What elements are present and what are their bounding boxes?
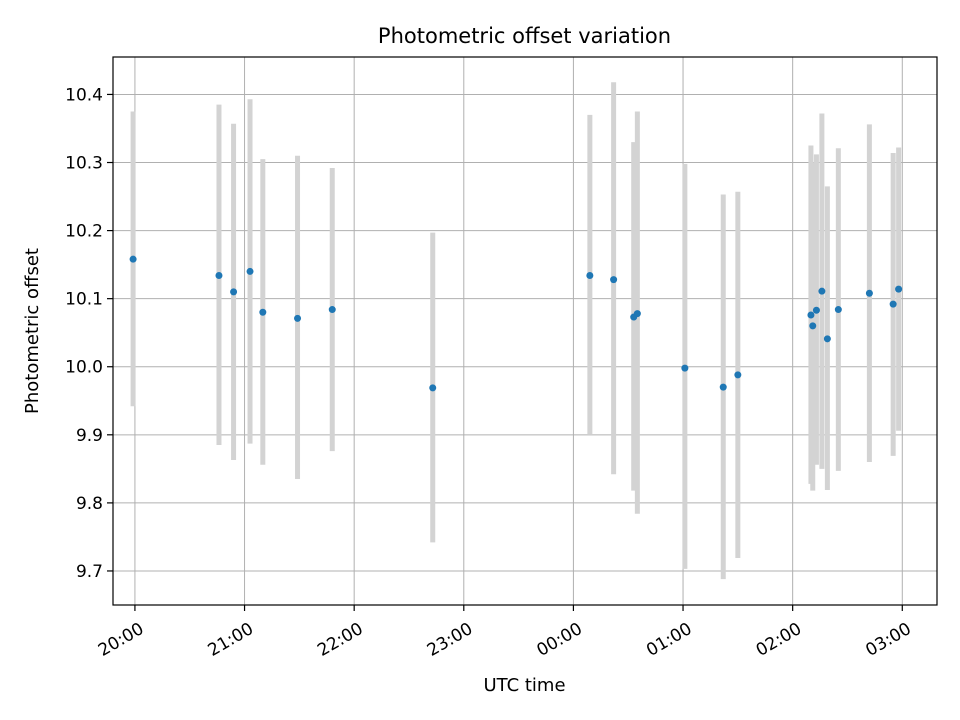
data-point <box>230 288 238 296</box>
data-point <box>865 289 873 297</box>
x-tick-label: 03:00 <box>862 619 914 661</box>
x-tick-label: 02:00 <box>753 619 805 661</box>
y-tick-label: 9.9 <box>76 426 103 446</box>
data-point <box>294 314 302 322</box>
y-tick-label: 10.0 <box>65 358 103 378</box>
data-point <box>681 364 689 372</box>
y-axis-ticks: 9.7 9.8 9.9 10.0 10.1 10.2 10.3 10.4 <box>65 85 113 582</box>
y-tick-label: 10.4 <box>65 85 103 105</box>
x-axis-ticks: 20:00 21:00 22:00 23:00 00:00 01:00 02:00 03:00 <box>95 605 915 661</box>
data-point <box>812 306 820 314</box>
error-bars <box>130 82 902 580</box>
data-point <box>259 308 267 316</box>
x-tick-label: 21:00 <box>205 619 257 661</box>
data-point <box>586 272 594 280</box>
data-point <box>889 300 897 308</box>
data-point <box>895 285 903 293</box>
x-tick-label: 00:00 <box>533 619 585 661</box>
data-point <box>823 335 831 343</box>
data-point <box>719 383 727 391</box>
chart-title: Photometric offset variation <box>378 24 671 48</box>
data-point <box>610 276 618 284</box>
data-point <box>215 272 223 280</box>
data-point <box>734 371 742 379</box>
data-point <box>129 255 137 263</box>
x-tick-label: 22:00 <box>314 619 366 661</box>
y-tick-label: 9.7 <box>76 562 103 582</box>
y-tick-label: 9.8 <box>76 494 103 514</box>
y-tick-label: 10.2 <box>65 222 103 242</box>
data-point <box>809 322 817 330</box>
y-axis-label: Photometric offset <box>22 248 43 414</box>
y-tick-label: 10.1 <box>65 290 103 310</box>
x-tick-label: 20:00 <box>95 619 147 661</box>
data-point <box>429 384 437 392</box>
data-point <box>246 267 254 275</box>
data-point <box>633 310 641 318</box>
data-point <box>328 306 336 314</box>
x-tick-label: 23:00 <box>424 619 476 661</box>
y-tick-label: 10.3 <box>65 154 103 174</box>
data-points <box>129 255 903 392</box>
x-axis-label: UTC time <box>483 675 565 696</box>
plot-frame <box>112 56 938 606</box>
data-point <box>818 287 826 295</box>
x-tick-label: 01:00 <box>643 619 695 661</box>
data-point <box>807 311 815 319</box>
data-point <box>834 306 842 314</box>
